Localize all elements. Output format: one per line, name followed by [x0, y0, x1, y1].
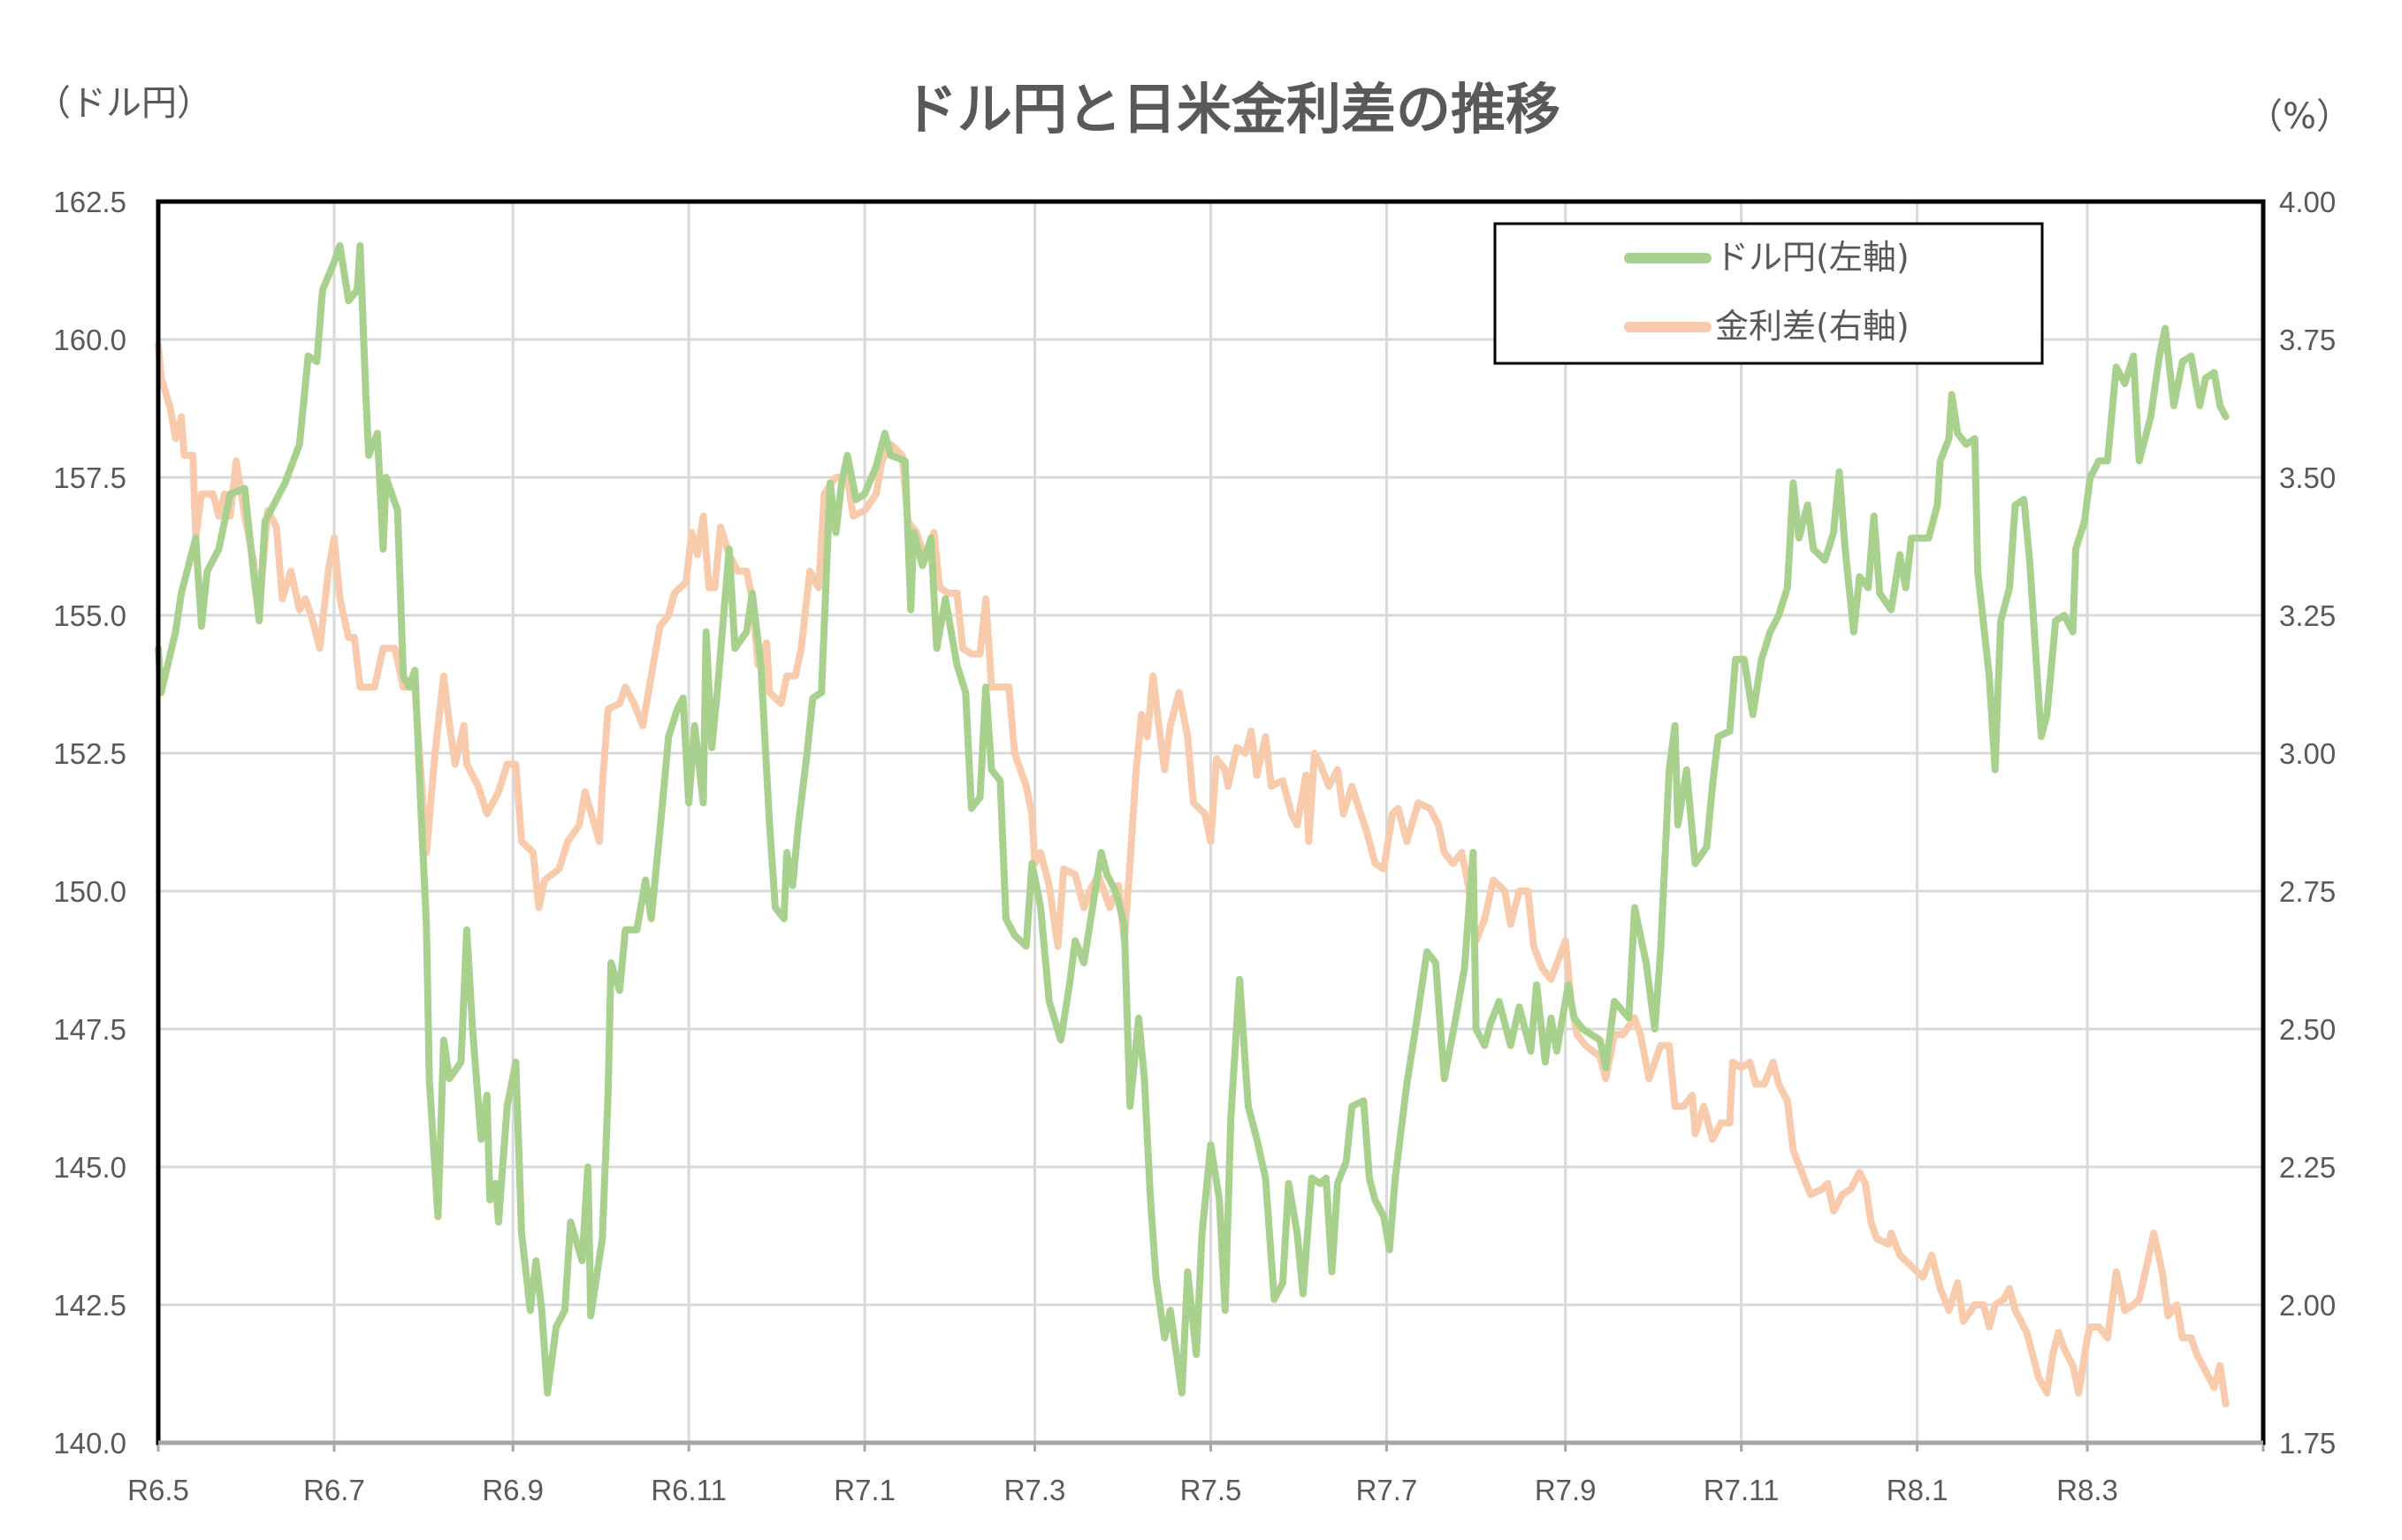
left-axis-ticks: 140.0 142.5 145.0 147.5 150.0 152.5 155.0 157.5… [53, 186, 126, 1460]
right-axis-ticks: 1.75 2.00 2.25 2.50 2.75 3.00 3.25 3.50 3.75 4.00 [2279, 186, 2336, 1460]
left-tick-label: 150.0 [53, 875, 126, 908]
x-tick-label: R6.9 [482, 1474, 544, 1506]
right-tick-label: 2.50 [2279, 1013, 2336, 1046]
right-tick-label: 3.50 [2279, 461, 2336, 494]
left-axis-unit: （ドル円） [35, 83, 212, 124]
right-tick-label: 1.75 [2279, 1427, 2336, 1460]
right-tick-label: 2.25 [2279, 1151, 2336, 1184]
x-tick-label: R6.5 [127, 1474, 189, 1506]
legend: ドル円(左軸) 金利差(右軸) [1493, 222, 2044, 365]
right-axis-unit: （%） [2247, 96, 2352, 137]
x-tick-label: R6.11 [651, 1474, 727, 1506]
x-tick-label: R7.5 [1180, 1474, 1242, 1506]
left-tick-label: 140.0 [53, 1427, 126, 1460]
legend-box [1493, 222, 2044, 365]
left-tick-label: 160.0 [53, 324, 126, 356]
left-tick-label: 162.5 [53, 186, 126, 218]
left-tick-label: 147.5 [53, 1013, 126, 1046]
legend-label-usdjpy: ドル円(左軸) [1715, 238, 1910, 277]
x-tick-label: R8.3 [2056, 1474, 2118, 1506]
left-tick-label: 157.5 [53, 461, 126, 494]
x-tick-label: R7.11 [1704, 1474, 1780, 1506]
series-lines [155, 241, 2230, 1408]
right-tick-label: 2.75 [2279, 875, 2336, 908]
right-tick-label: 3.75 [2279, 324, 2336, 356]
right-tick-label: 4.00 [2279, 186, 2336, 218]
x-tick-label: R8.1 [1887, 1474, 1948, 1506]
left-tick-label: 145.0 [53, 1151, 126, 1184]
x-tick-label: R6.7 [303, 1474, 365, 1506]
x-tick-label: R7.3 [1004, 1474, 1066, 1506]
x-axis-ticks: R6.5 R6.7 R6.9 R6.11 R7.1 R7.3 R7.5 R7.7 R7.9 R7.… [127, 1443, 2265, 1506]
x-tick-label: R7.9 [1535, 1474, 1597, 1506]
left-tick-label: 152.5 [53, 737, 126, 770]
right-tick-label: 3.00 [2279, 737, 2336, 770]
x-tick-label: R7.7 [1356, 1474, 1418, 1506]
series-line-usdjpy [155, 241, 2230, 1397]
right-tick-label: 3.25 [2279, 599, 2336, 632]
right-tick-label: 2.00 [2279, 1289, 2336, 1322]
left-tick-label: 142.5 [53, 1289, 126, 1322]
left-tick-label: 155.0 [53, 599, 126, 632]
legend-label-rate-diff: 金利差(右軸) [1715, 307, 1910, 346]
series-line-rate-diff [155, 341, 2230, 1408]
x-tick-label: R7.1 [834, 1474, 896, 1506]
chart-title: ドル円と日米金利差の推移 [903, 77, 1560, 141]
